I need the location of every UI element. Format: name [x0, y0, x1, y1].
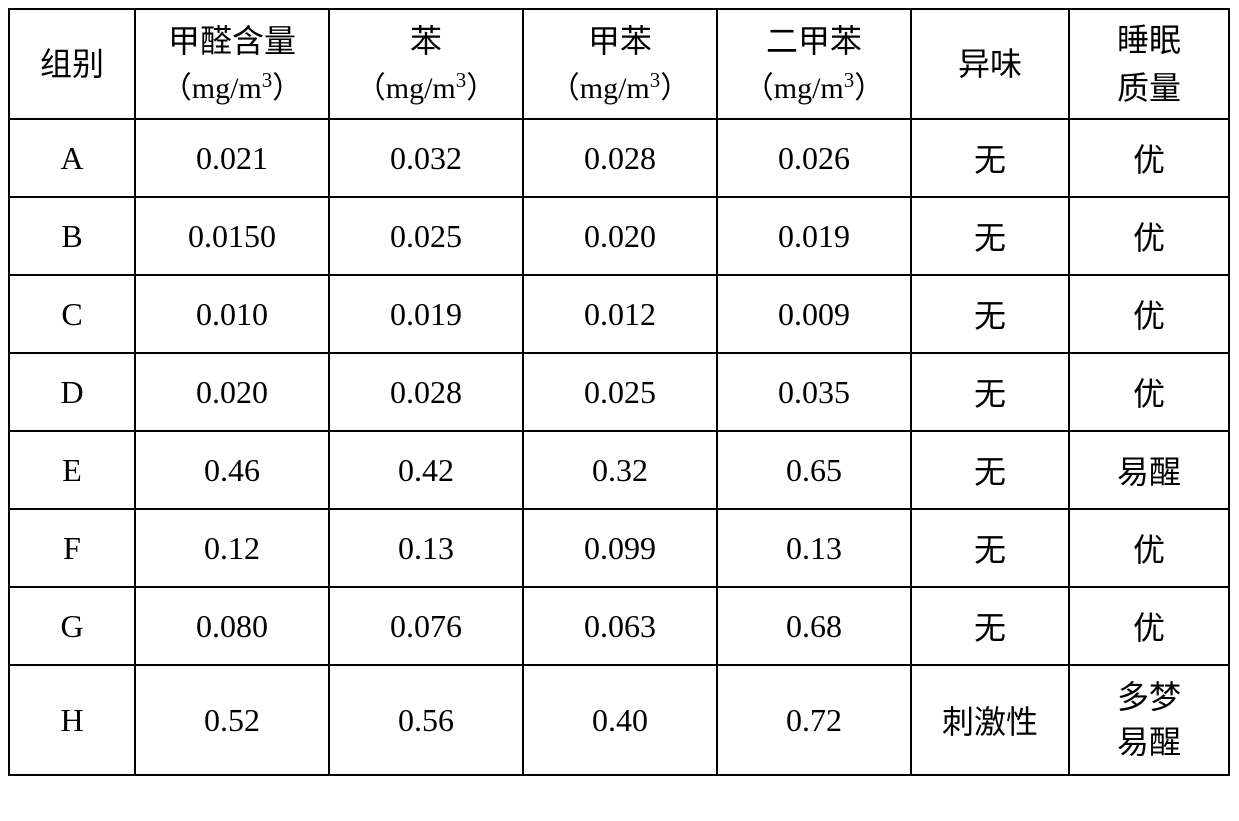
- cell-formaldehyde: 0.021: [135, 119, 329, 197]
- cell-formaldehyde: 0.0150: [135, 197, 329, 275]
- cell-formaldehyde: 0.46: [135, 431, 329, 509]
- table-row: A 0.021 0.032 0.028 0.026 无 优: [9, 119, 1229, 197]
- cell-sleep: 易醒: [1069, 431, 1229, 509]
- cell-benzene: 0.13: [329, 509, 523, 587]
- cell-xylene: 0.13: [717, 509, 911, 587]
- cell-benzene: 0.032: [329, 119, 523, 197]
- cell-sleep: 优: [1069, 353, 1229, 431]
- cell-group: G: [9, 587, 135, 665]
- cell-odor: 无: [911, 587, 1069, 665]
- cell-xylene: 0.035: [717, 353, 911, 431]
- cell-toluene: 0.028: [523, 119, 717, 197]
- cell-formaldehyde: 0.010: [135, 275, 329, 353]
- cell-odor: 无: [911, 119, 1069, 197]
- cell-sleep: 多梦 易醒: [1069, 665, 1229, 775]
- cell-toluene: 0.025: [523, 353, 717, 431]
- cell-toluene: 0.32: [523, 431, 717, 509]
- header-label: 二甲苯: [766, 23, 862, 59]
- cell-group: F: [9, 509, 135, 587]
- header-unit: （mg/m3）: [720, 65, 908, 111]
- table-row: D 0.020 0.028 0.025 0.035 无 优: [9, 353, 1229, 431]
- data-table: 组别 甲醛含量 （mg/m3） 苯 （mg/m3） 甲苯 （mg/m3） 二甲苯…: [8, 8, 1230, 776]
- table-row: F 0.12 0.13 0.099 0.13 无 优: [9, 509, 1229, 587]
- cell-odor: 无: [911, 509, 1069, 587]
- header-sleep: 睡眠 质量: [1069, 9, 1229, 119]
- cell-odor: 无: [911, 197, 1069, 275]
- cell-group: C: [9, 275, 135, 353]
- header-unit: （mg/m3）: [526, 65, 714, 111]
- cell-formaldehyde: 0.52: [135, 665, 329, 775]
- cell-sleep: 优: [1069, 587, 1229, 665]
- cell-toluene: 0.40: [523, 665, 717, 775]
- table-row: E 0.46 0.42 0.32 0.65 无 易醒: [9, 431, 1229, 509]
- cell-odor: 无: [911, 275, 1069, 353]
- header-label: 睡眠: [1117, 22, 1181, 58]
- header-label: 甲苯: [588, 23, 652, 59]
- table-body: A 0.021 0.032 0.028 0.026 无 优 B 0.0150 0…: [9, 119, 1229, 775]
- cell-xylene: 0.019: [717, 197, 911, 275]
- cell-formaldehyde: 0.020: [135, 353, 329, 431]
- cell-odor: 无: [911, 431, 1069, 509]
- cell-formaldehyde: 0.12: [135, 509, 329, 587]
- cell-group: A: [9, 119, 135, 197]
- table-row: H 0.52 0.56 0.40 0.72 刺激性 多梦 易醒: [9, 665, 1229, 775]
- cell-group: D: [9, 353, 135, 431]
- cell-toluene: 0.020: [523, 197, 717, 275]
- cell-benzene: 0.025: [329, 197, 523, 275]
- table-row: C 0.010 0.019 0.012 0.009 无 优: [9, 275, 1229, 353]
- cell-xylene: 0.026: [717, 119, 911, 197]
- header-label-2: 质量: [1117, 70, 1181, 106]
- cell-odor: 无: [911, 353, 1069, 431]
- cell-benzene: 0.56: [329, 665, 523, 775]
- table-row: B 0.0150 0.025 0.020 0.019 无 优: [9, 197, 1229, 275]
- header-xylene: 二甲苯 （mg/m3）: [717, 9, 911, 119]
- cell-benzene: 0.019: [329, 275, 523, 353]
- header-unit: （mg/m3）: [332, 65, 520, 111]
- cell-xylene: 0.68: [717, 587, 911, 665]
- header-row: 组别 甲醛含量 （mg/m3） 苯 （mg/m3） 甲苯 （mg/m3） 二甲苯…: [9, 9, 1229, 119]
- cell-group: E: [9, 431, 135, 509]
- cell-toluene: 0.063: [523, 587, 717, 665]
- cell-xylene: 0.009: [717, 275, 911, 353]
- cell-sleep-line2: 易醒: [1117, 724, 1181, 760]
- cell-benzene: 0.42: [329, 431, 523, 509]
- header-toluene: 甲苯 （mg/m3）: [523, 9, 717, 119]
- header-label: 甲醛含量: [168, 23, 296, 59]
- cell-formaldehyde: 0.080: [135, 587, 329, 665]
- cell-odor: 刺激性: [911, 665, 1069, 775]
- cell-group: H: [9, 665, 135, 775]
- header-unit: （mg/m3）: [138, 65, 326, 111]
- cell-group: B: [9, 197, 135, 275]
- cell-sleep: 优: [1069, 509, 1229, 587]
- cell-sleep: 优: [1069, 119, 1229, 197]
- header-formaldehyde: 甲醛含量 （mg/m3）: [135, 9, 329, 119]
- cell-benzene: 0.076: [329, 587, 523, 665]
- cell-sleep: 优: [1069, 275, 1229, 353]
- cell-xylene: 0.65: [717, 431, 911, 509]
- header-label: 组别: [40, 46, 104, 82]
- cell-sleep-line1: 多梦: [1117, 679, 1181, 715]
- cell-sleep: 优: [1069, 197, 1229, 275]
- cell-xylene: 0.72: [717, 665, 911, 775]
- table-row: G 0.080 0.076 0.063 0.68 无 优: [9, 587, 1229, 665]
- cell-benzene: 0.028: [329, 353, 523, 431]
- cell-toluene: 0.099: [523, 509, 717, 587]
- header-group: 组别: [9, 9, 135, 119]
- header-label: 苯: [410, 23, 442, 59]
- header-benzene: 苯 （mg/m3）: [329, 9, 523, 119]
- cell-toluene: 0.012: [523, 275, 717, 353]
- header-label: 异味: [958, 46, 1022, 82]
- header-odor: 异味: [911, 9, 1069, 119]
